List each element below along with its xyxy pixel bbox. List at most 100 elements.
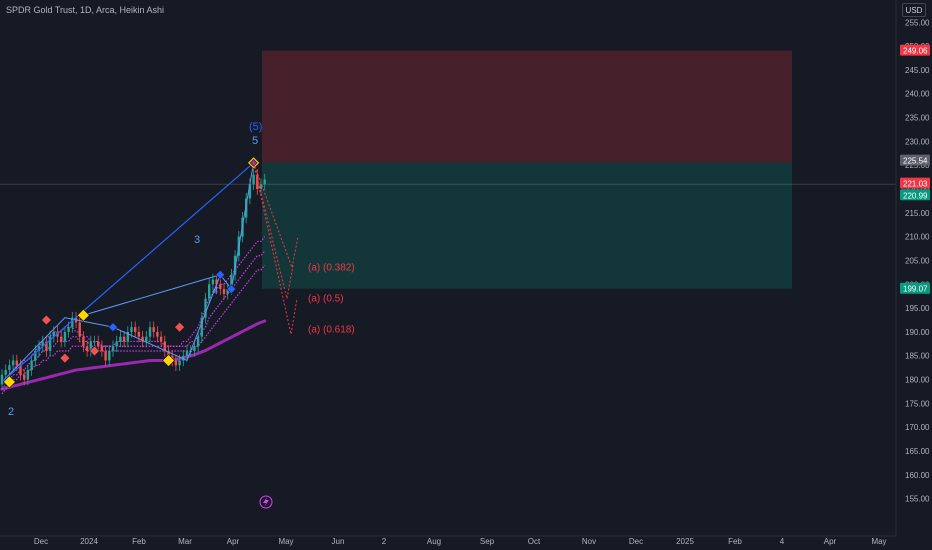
candle-body	[126, 331, 129, 342]
candle-body	[219, 284, 222, 290]
price-tag	[900, 154, 930, 166]
candle-body	[211, 279, 215, 285]
price-tick-label: 170.00	[905, 423, 930, 432]
price-tick-label: 230.00	[905, 137, 930, 146]
candle-body	[93, 341, 96, 343]
price-tick-label: 255.00	[905, 18, 930, 27]
blue-signal-marker[interactable]	[108, 322, 118, 333]
yellow-signal-marker[interactable]	[76, 308, 90, 322]
candle-body	[248, 184, 252, 199]
price-tag	[900, 282, 930, 294]
price-tick-label: 245.00	[905, 66, 930, 75]
candle-body	[178, 360, 181, 366]
wave-label: (5)	[249, 121, 262, 133]
candle-body	[4, 370, 7, 375]
candle-body	[152, 327, 155, 332]
candle-body	[226, 289, 229, 294]
time-tick-label: 4	[780, 537, 785, 546]
time-tick-label: Aug	[427, 537, 441, 546]
candle-body	[100, 346, 104, 351]
red-signal-marker[interactable]	[40, 314, 52, 326]
candle-body	[67, 327, 70, 332]
time-tick-label: 2025	[676, 537, 694, 546]
candle-body	[185, 350, 189, 356]
price-tick-label: 155.00	[905, 495, 930, 504]
time-tick-label: Nov	[582, 537, 596, 546]
candle-body	[26, 370, 30, 380]
red-signal-marker[interactable]	[89, 345, 100, 357]
time-tick-label: Sep	[480, 537, 495, 546]
lightning-icon	[263, 497, 269, 507]
time-tick-label: Dec	[629, 537, 643, 546]
wave-1-5-trendline[interactable]	[1, 162, 254, 383]
time-tick-label: May	[278, 537, 293, 546]
candle-body	[23, 374, 26, 380]
candle-body	[200, 317, 203, 337]
blue-signal-marker[interactable]	[215, 269, 226, 280]
candle-body	[174, 360, 178, 366]
candle-body	[71, 317, 74, 328]
candle-body	[256, 174, 259, 190]
yellow-signal-marker[interactable]	[2, 375, 16, 389]
candle-body	[82, 336, 85, 347]
fib-projection-path[interactable]	[253, 162, 299, 270]
wave-label: 5	[252, 135, 258, 147]
time-tick-label: 2024	[80, 537, 98, 546]
time-tick-label: Oct	[528, 537, 541, 546]
ma-ribbon-line	[1, 264, 266, 395]
candle-body	[85, 346, 89, 351]
price-tag-label: 221.03	[903, 180, 928, 189]
time-tick-label: May	[871, 537, 886, 546]
alert-icon[interactable]	[259, 495, 273, 509]
candle-body	[60, 336, 63, 342]
candle-body	[159, 336, 163, 342]
candle-body	[230, 274, 233, 290]
candle-body	[104, 350, 107, 361]
candle-body	[34, 350, 37, 361]
candle-body	[19, 365, 22, 375]
candle-body	[182, 355, 185, 361]
price-tick-label: 160.00	[905, 471, 930, 480]
candle-body	[193, 346, 196, 351]
candle-body	[119, 336, 122, 342]
candle-body	[48, 336, 52, 351]
wave-label: 4	[212, 285, 218, 297]
time-tick-label: Mar	[178, 537, 192, 546]
red-signal-marker[interactable]	[59, 352, 71, 364]
wave-label: 2	[8, 406, 14, 418]
time-tick-label: Feb	[132, 537, 146, 546]
price-tag-label: 199.07	[903, 285, 928, 294]
currency-button[interactable]: USD	[902, 3, 926, 17]
candle-body	[108, 350, 111, 361]
candle-body	[0, 374, 4, 385]
price-tag-label: 249.06	[903, 47, 928, 56]
blue-signal-marker[interactable]	[226, 284, 237, 294]
price-tick-label: 235.00	[905, 114, 930, 123]
price-tick-label: 240.00	[905, 90, 930, 99]
yellow-signal-marker[interactable]	[162, 354, 175, 367]
wave-label: 3	[194, 234, 200, 246]
price-tick-label: 185.00	[905, 352, 930, 361]
candle-body	[78, 322, 81, 337]
candle-body	[89, 341, 92, 351]
profit-target-zone[interactable]	[262, 162, 792, 289]
red-signal-marker[interactable]	[174, 321, 186, 333]
price-tag	[900, 177, 930, 189]
time-tick-label: Jun	[332, 537, 345, 546]
fib-level-label: (a) (0.5)	[308, 294, 344, 305]
long-moving-average	[0, 319, 267, 391]
candle-body	[148, 327, 152, 337]
price-tick-label: 180.00	[905, 376, 930, 385]
candle-body	[141, 336, 144, 342]
price-tick-label: 205.00	[905, 256, 930, 265]
candle-body	[134, 327, 137, 332]
price-tick-label: 215.00	[905, 209, 930, 218]
candle-body	[52, 331, 55, 337]
candle-body	[41, 341, 44, 347]
price-tick-label: 195.00	[905, 304, 930, 313]
candle-body	[204, 298, 207, 318]
stop-loss-zone[interactable]	[262, 50, 792, 163]
wave-connector-line[interactable]	[83, 274, 221, 316]
